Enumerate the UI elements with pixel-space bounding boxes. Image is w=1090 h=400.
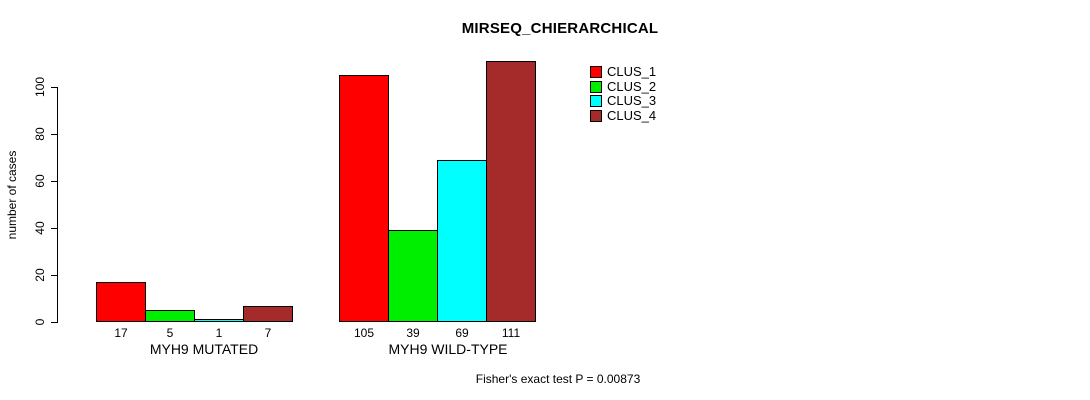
y-axis-tick (51, 274, 58, 276)
bar-value-label: 69 (455, 326, 469, 340)
bar-value-label: 17 (114, 326, 128, 340)
y-axis-tick (51, 180, 58, 182)
y-axis-label: number of cases (5, 150, 19, 240)
bar-clus_2-group2 (388, 230, 438, 322)
bar-clus_4-group1 (243, 306, 293, 322)
legend-swatch-clus_3 (590, 95, 602, 107)
bar-value-label: 105 (353, 326, 375, 340)
y-axis-tick-label: 20 (33, 268, 47, 282)
bar-value-label: 7 (264, 326, 272, 340)
y-axis-tick (51, 321, 58, 323)
bar-value-label: 39 (406, 326, 420, 340)
y-axis-tick-label: 100 (33, 76, 47, 98)
y-axis-tick-label: 80 (33, 127, 47, 141)
chart-title: MIRSEQ_CHIERARCHICAL (461, 20, 659, 37)
annotation-text: Fisher's exact test P = 0.00873 (475, 372, 641, 386)
y-axis-tick-label: 40 (33, 221, 47, 235)
bar-clus_4-group2 (486, 61, 536, 322)
bar-clus_3-group2 (437, 160, 487, 322)
legend-label-clus_2: CLUS_2 (607, 78, 657, 94)
y-axis-tick-label: 60 (33, 174, 47, 188)
bar-clus_2-group1 (145, 310, 195, 322)
category-label: MYH9 MUTATED (149, 341, 259, 357)
y-axis-tick (51, 86, 58, 88)
bar-value-label: 111 (501, 326, 521, 340)
y-axis-tick (51, 227, 58, 229)
bar-value-label: 5 (166, 326, 174, 340)
category-label: MYH9 WILD-TYPE (388, 341, 508, 357)
y-axis-tick-label: 0 (33, 318, 47, 326)
bar-clus_1-group1 (96, 282, 146, 322)
y-axis-tick (51, 133, 58, 135)
bar-value-label: 1 (215, 326, 223, 340)
legend-label-clus_4: CLUS_4 (607, 107, 657, 123)
legend-label-clus_3: CLUS_3 (607, 93, 657, 108)
legend-label-clus_1: CLUS_1 (607, 64, 657, 79)
bar-clus_1-group2 (339, 75, 389, 322)
y-axis-line (57, 87, 58, 323)
legend-swatch-clus_1 (590, 66, 602, 78)
bar-clus_3-group1 (194, 319, 244, 322)
legend-swatch-clus_4 (590, 109, 602, 122)
legend-swatch-clus_2 (590, 80, 602, 93)
